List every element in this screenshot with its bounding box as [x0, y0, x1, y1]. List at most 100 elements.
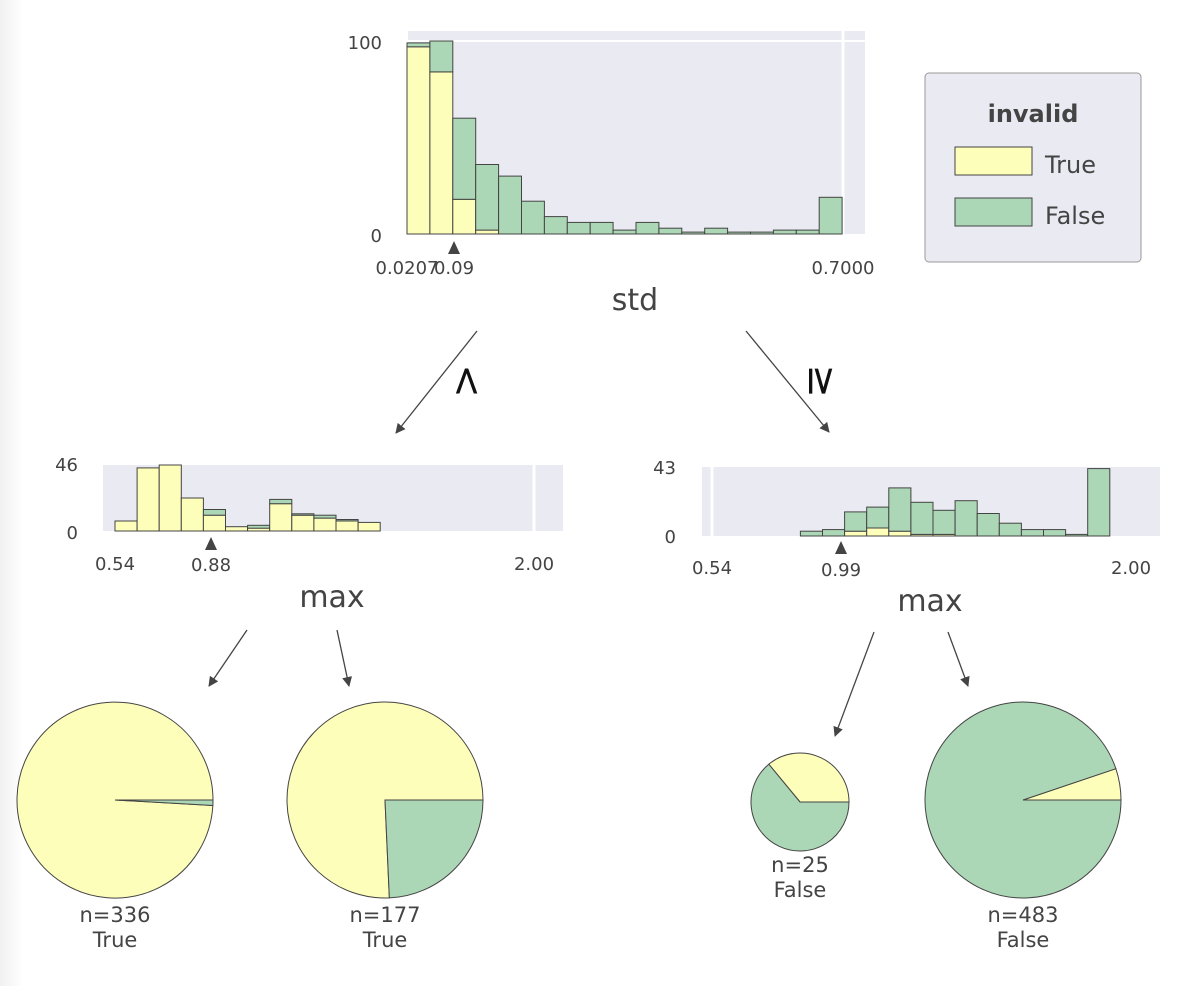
histogram-bar-true — [475, 229, 500, 235]
histogram-bar-false — [888, 487, 912, 532]
histogram-bar-false — [313, 514, 337, 519]
histogram-bar-false — [612, 229, 637, 235]
histogram-bar-false — [475, 164, 500, 231]
histogram-bar-true — [844, 530, 868, 537]
leaf-prediction: True — [92, 928, 138, 952]
histogram-bar-false — [566, 221, 591, 235]
histogram-bar-false — [727, 231, 751, 235]
histogram-bar-true — [357, 521, 381, 532]
split-value-label: 0.99 — [821, 560, 861, 581]
histogram-bar-false — [521, 200, 545, 235]
x-tick-label: 2.00 — [514, 554, 554, 575]
pie-slice-true — [768, 752, 850, 803]
histogram-bar-false — [429, 40, 454, 73]
histogram-bar-true — [866, 527, 890, 537]
split-marker-icon — [205, 537, 217, 550]
histogram-bar-false — [818, 196, 843, 235]
histogram-bar-false — [932, 509, 956, 535]
legend-label-false: False — [1045, 202, 1105, 230]
pie-slice-false — [114, 799, 214, 807]
histogram-bar-true — [202, 514, 226, 532]
x-tick-label: 0.54 — [692, 558, 732, 579]
right-node-histogram: 0 43 0.54 0.99 2.00 max — [653, 458, 1160, 619]
x-tick-label: 0.7000 — [812, 258, 875, 279]
histogram-bar-false — [822, 529, 846, 537]
histogram-bar-false — [954, 500, 978, 537]
legend: invalid True False — [924, 72, 1142, 263]
histogram-bar-false — [866, 506, 890, 529]
edge-label-greater-equal: ≥ — [799, 364, 845, 398]
split-feature-label: std — [612, 283, 658, 318]
y-tick-label: 46 — [55, 455, 78, 476]
pie-slice-false — [924, 701, 1122, 899]
leaf-prediction: False — [997, 928, 1050, 952]
histogram-bar-false — [543, 216, 568, 235]
histogram-bar-false — [704, 227, 729, 235]
x-tick-label: 0.54 — [95, 554, 135, 575]
legend-swatch-true — [954, 146, 1033, 176]
histogram-bar-false — [589, 221, 614, 235]
root-node-histogram: 0 100 0.0207 0.09 0.7000 std — [348, 31, 875, 318]
tree-edges: < ≥ — [208, 330, 970, 737]
edge-arrow-left-leaf1 — [208, 629, 248, 687]
histogram-bar-false — [910, 501, 934, 535]
histogram-bar-true — [114, 520, 138, 532]
histogram-bar-true — [269, 503, 293, 532]
histogram-bar-true — [291, 514, 315, 532]
histogram-bar-false — [452, 117, 477, 200]
left-node-histogram: 0 46 0.54 0.88 2.00 max — [55, 455, 563, 615]
histogram-bar-false — [750, 231, 774, 235]
split-feature-label: max — [897, 584, 962, 619]
split-feature-label: max — [299, 580, 364, 615]
legend-label-true: True — [1044, 151, 1096, 179]
edge-arrow-root-left — [395, 330, 478, 434]
pie-slice-false — [750, 763, 850, 852]
histogram-bar-false — [1087, 468, 1111, 537]
histogram-bar-false — [202, 509, 226, 516]
histogram-bar-false — [1020, 529, 1045, 537]
y-tick-label: 0 — [371, 226, 382, 247]
histogram-bar-false — [799, 530, 824, 537]
leaf-sample-count: n=483 — [988, 903, 1059, 927]
histogram-bar-false — [269, 498, 293, 505]
histogram-bar-false — [291, 513, 315, 516]
edge-label-less-than: < — [444, 364, 490, 398]
histogram-bar-false — [1043, 529, 1067, 537]
split-marker-icon — [835, 541, 847, 554]
legend-title: invalid — [988, 100, 1079, 128]
y-tick-label: 100 — [348, 33, 382, 54]
histogram-bar-true — [136, 467, 160, 532]
histogram-bar-true — [429, 71, 454, 235]
split-value-label: 0.09 — [434, 258, 474, 279]
histogram-bar-false — [844, 511, 868, 532]
leaf-sample-count: n=177 — [350, 903, 421, 927]
leaf-node-3: n=25 False — [750, 752, 850, 902]
histogram-bar-false — [658, 227, 683, 235]
y-tick-label: 0 — [67, 523, 78, 544]
histogram-bar-false — [1065, 533, 1089, 537]
histogram-bar-false — [795, 229, 820, 235]
y-tick-label: 43 — [653, 458, 676, 479]
histogram-bar-true — [225, 526, 249, 532]
leaf-sample-count: n=336 — [80, 903, 151, 927]
histogram-bar-false — [498, 175, 523, 235]
histogram-bar-false — [681, 231, 706, 235]
histogram-bar-false — [335, 519, 359, 522]
histogram-bar-false — [772, 229, 797, 235]
histogram-bar-true — [888, 530, 912, 537]
edge-arrow-right-leaf4 — [947, 631, 970, 687]
histogram-bar-true — [452, 198, 477, 235]
edge-arrow-left-leaf2 — [336, 629, 353, 687]
histogram-bar-true — [335, 520, 359, 532]
histogram-bar-false — [976, 513, 1000, 537]
histogram-bar-true — [158, 464, 182, 532]
x-tick-label: 2.00 — [1111, 558, 1151, 579]
leaf-node-1: n=336 True — [16, 701, 214, 952]
leaf-node-4: n=483 False — [924, 701, 1122, 952]
leaf-prediction: False — [774, 878, 827, 902]
legend-swatch-false — [954, 197, 1033, 227]
y-tick-label: 0 — [665, 527, 676, 548]
leaf-sample-count: n=25 — [771, 853, 829, 877]
histogram-bar-false — [406, 42, 431, 48]
